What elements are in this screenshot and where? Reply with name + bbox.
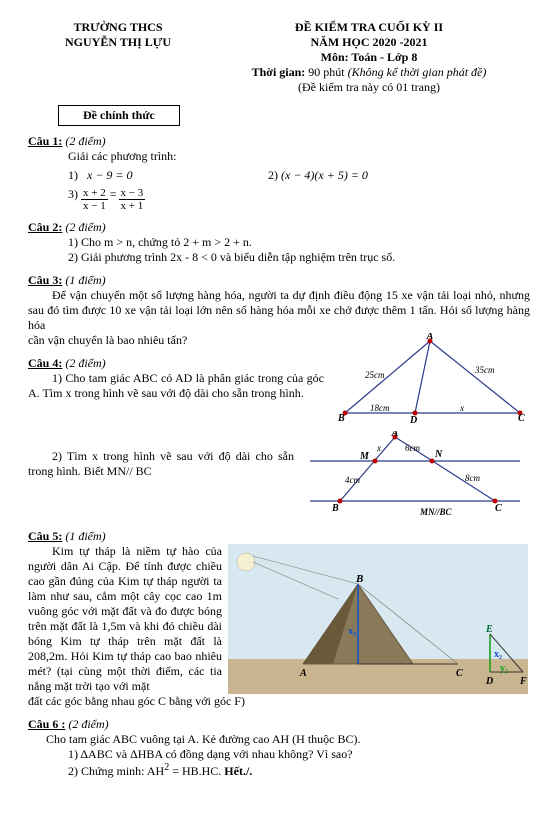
q1-frac2-num: x − 3 <box>119 187 146 200</box>
q1-item1: 1) x − 9 = 0 <box>68 168 268 183</box>
fig2-B: B <box>331 503 339 514</box>
q1-pts: (2 điểm) <box>65 134 105 148</box>
q5-block: Kim tự tháp là niềm tự hào của người dân… <box>28 544 530 694</box>
fig2-l4: 4cm <box>345 475 360 485</box>
q4-block: cần vận chuyển là bao nhiêu tấn? Câu 4: … <box>28 333 530 423</box>
q1-item2: 2) (x − 4)(x + 5) = 0 <box>268 168 368 183</box>
q3-pts: (1 điểm) <box>65 273 105 287</box>
exam-year: NĂM HỌC 2020 -2021 <box>208 35 530 50</box>
q1-frac2-den: x + 1 <box>119 200 146 212</box>
q5-pts: (1 điểm) <box>65 529 105 543</box>
fig1-D: D <box>409 415 417 423</box>
question-4: Câu 4: (2 điểm) 1) Cho tam giác ABC có A… <box>28 356 324 401</box>
q1-title: Câu 1: <box>28 134 62 148</box>
fig1-A: A <box>426 333 434 342</box>
q3-body: Để vận chuyển một số lượng hàng hóa, ngư… <box>28 288 530 333</box>
q5-body: Kim tự tháp là niềm tự hào của người dân… <box>28 544 228 694</box>
q4-p2-text: 2) Tìm x trong hình vẽ sau với độ dài ch… <box>28 431 300 479</box>
q4-text: cần vận chuyển là bao nhiêu tấn? Câu 4: … <box>28 333 330 401</box>
q4-p1: 1) Cho tam giác ABC có AD là phân giác t… <box>28 371 324 401</box>
fig1-l18: 18cm <box>370 403 390 413</box>
q4-pts: (2 điểm) <box>65 356 105 370</box>
fig2-C: C <box>495 503 502 514</box>
fig3-E: E <box>485 624 493 635</box>
figure-3-pyramid: B A C D E F x₁ x₂ y₂ <box>228 544 528 694</box>
fig2-lx: x <box>376 443 381 453</box>
q6-item2-a: 2) Chứng minh: AH <box>68 764 164 778</box>
q6-item2: 2) Chứng minh: AH2 = HB.HC. Hết./. <box>68 762 530 779</box>
exam-title: ĐỀ KIỂM TRA CUỐI KỲ II <box>208 20 530 35</box>
fig3-B: B <box>355 573 363 585</box>
fig1-l35: 35cm <box>474 365 495 375</box>
fig3-x1: x₁ <box>348 625 357 637</box>
fig2-M: M <box>359 451 370 462</box>
q4-title: Câu 4: <box>28 356 62 370</box>
fig3-D: D <box>485 676 493 687</box>
q2-title: Câu 2: <box>28 220 62 234</box>
exam-block: ĐỀ KIỂM TRA CUỐI KỲ II NĂM HỌC 2020 -202… <box>208 20 530 95</box>
q6-end: Hết./. <box>224 764 252 778</box>
question-6: Câu 6 : (2 điểm) Cho tam giác ABC vuông … <box>28 717 530 779</box>
figure-1-triangle: A B C D 25cm 35cm 18cm x <box>330 333 530 423</box>
fig2-note: MN//BC <box>419 507 453 517</box>
fig3-F: F <box>519 676 527 687</box>
school-block: TRƯỜNG THCS NGUYỄN THỊ LỰU <box>28 20 208 95</box>
fig3-C: C <box>456 668 463 679</box>
q1-item1-num: 1) <box>68 168 78 182</box>
q6-pts: (2 điểm) <box>68 717 108 731</box>
question-3: Câu 3: (1 điểm) Để vận chuyển một số lượ… <box>28 273 530 333</box>
question-2: Câu 2: (2 điểm) 1) Cho m > n, chứng tỏ 2… <box>28 220 530 265</box>
q5-title: Câu 5: <box>28 529 62 543</box>
question-1: Câu 1: (2 điểm) Giải các phương trình: 1… <box>28 134 530 212</box>
time-value: 90 phút <box>308 65 344 79</box>
q5-body2: đất các góc bằng nhau góc C bằng với góc… <box>28 694 530 709</box>
q1-intro: Giải các phương trình: <box>68 149 530 164</box>
fig2-l8: 8cm <box>465 473 480 483</box>
figure-2-triangle: A M N B C x 6cm 4cm 8cm MN//BC <box>300 431 530 521</box>
fig1-lx: x <box>459 403 464 413</box>
q6-title: Câu 6 : <box>28 717 65 731</box>
fig3-A: A <box>299 668 307 679</box>
fig2-N: N <box>434 449 443 460</box>
q1-frac1-den: x − 1 <box>81 200 108 212</box>
school-line1: TRƯỜNG THCS <box>28 20 208 35</box>
q1-eq-mid: = <box>108 187 119 212</box>
fig2-l6: 6cm <box>405 443 420 453</box>
fig1-l25: 25cm <box>365 370 385 380</box>
q4-p2-block: 2) Tìm x trong hình vẽ sau với độ dài ch… <box>28 431 530 521</box>
time-label: Thời gian: <box>252 65 306 79</box>
q4-p2: 2) Tìm x trong hình vẽ sau với độ dài ch… <box>28 449 294 479</box>
header: TRƯỜNG THCS NGUYỄN THỊ LỰU ĐỀ KIỂM TRA C… <box>28 20 530 95</box>
fig2-A: A <box>391 431 399 439</box>
fig1-B: B <box>337 413 345 423</box>
q2-item2: 2) Giải phương trình 2x - 8 < 0 và biểu … <box>68 250 530 265</box>
q1-item2-num: 2) <box>268 168 278 182</box>
q6-item2-b: = HB.HC. <box>169 764 224 778</box>
q2-item1: 1) Cho m > n, chứng tỏ 2 + m > 2 + n. <box>68 235 530 250</box>
q6-item1: 1) ΔABC và ΔHBA có đồng dạng với nhau kh… <box>68 747 530 762</box>
page-note: (Đề kiểm tra này có 01 trang) <box>208 80 530 95</box>
q3-title: Câu 3: <box>28 273 62 287</box>
q6-intro: Cho tam giác ABC vuông tại A. Kẻ đường c… <box>46 732 530 747</box>
school-line2: NGUYỄN THỊ LỰU <box>28 35 208 50</box>
fig1-C: C <box>518 413 525 423</box>
exam-time: Thời gian: 90 phút (Không kể thời gian p… <box>208 65 530 80</box>
q1-frac2: x − 3 x + 1 <box>119 187 146 212</box>
q1-frac1: x + 2 x − 1 <box>81 187 108 212</box>
official-box: Đề chính thức <box>58 105 180 126</box>
q1-frac1-num: x + 2 <box>81 187 108 200</box>
fig3-y2: y₂ <box>500 663 508 674</box>
exam-subject: Môn: Toán - Lớp 8 <box>208 50 530 65</box>
q1-item1-eq: x − 9 = 0 <box>87 168 133 182</box>
q1-row1: 1) x − 9 = 0 2) (x − 4)(x + 5) = 0 <box>68 168 530 183</box>
fig3-x2: x₂ <box>494 649 502 660</box>
q1-item3-num: 3) <box>68 187 78 212</box>
time-note: (Không kể thời gian phát đề) <box>348 65 487 79</box>
q3-body2: cần vận chuyển là bao nhiêu tấn? <box>28 333 324 348</box>
q1-row2: 3) x + 2 x − 1 = x − 3 x + 1 <box>68 187 530 212</box>
q2-pts: (2 điểm) <box>65 220 105 234</box>
q1-item2-eq: (x − 4)(x + 5) = 0 <box>281 168 368 182</box>
question-5: Câu 5: (1 điểm) <box>28 529 530 544</box>
